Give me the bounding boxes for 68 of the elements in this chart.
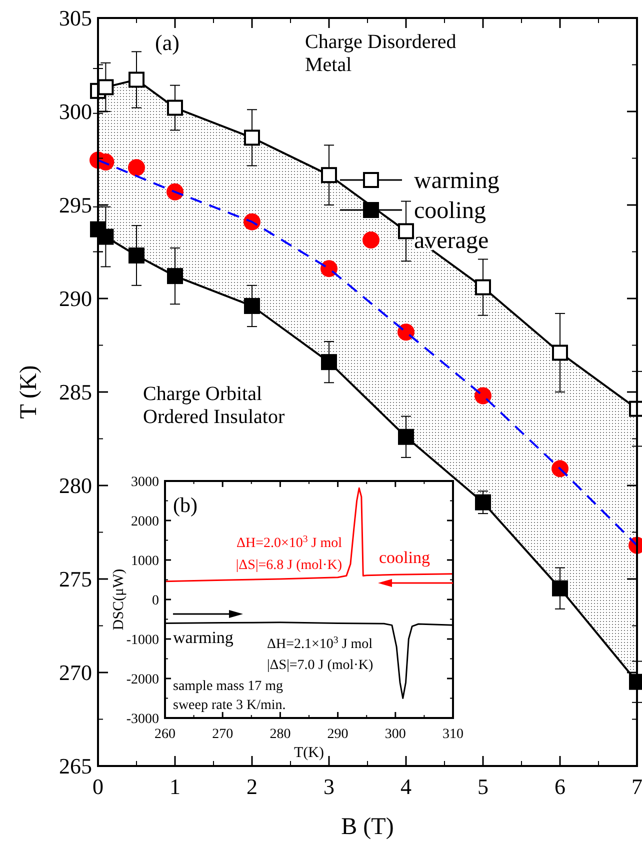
annotation: ΔH=2.1×10$^{3}$ J mol (267, 634, 373, 652)
y-axis-title: DSC(μW) (111, 568, 127, 630)
point (475, 494, 491, 510)
y-tick-label: -3000 (126, 712, 159, 727)
y-tick-label: 300 (59, 99, 92, 124)
point (244, 298, 260, 314)
point (128, 247, 144, 264)
point (321, 354, 337, 370)
x-tick-label: 270 (212, 727, 234, 742)
point (167, 100, 183, 116)
point (128, 159, 145, 176)
annotation: warming (173, 628, 234, 647)
annotation: sweep rate 3 K/min. (173, 698, 286, 713)
y-tick-label: 0 (152, 593, 159, 608)
y-tick-label: 295 (59, 192, 92, 218)
annotation: ΔH=2.0×10$^{3}$ J mol (236, 534, 342, 551)
x-tick-label: 260 (154, 727, 176, 742)
x-tick-label: 6 (554, 774, 566, 799)
annotation: |ΔS|=7.0 J (mol·K) (267, 658, 374, 673)
annotation: sample mass 17 mg (173, 679, 284, 694)
annotation: Charge Orbital Ordered Insulator (143, 383, 285, 428)
legend-label: warming (414, 168, 500, 194)
y-tick-label: 275 (59, 566, 92, 592)
point (398, 223, 414, 240)
point (552, 460, 568, 478)
point (320, 260, 338, 278)
y-axis-title: T (K) (16, 365, 42, 419)
annotation: cooling (379, 548, 430, 567)
y-tick-label: 285 (59, 380, 92, 405)
x-tick-label: 7 (632, 774, 642, 799)
y-tick-label: 290 (59, 286, 92, 312)
point (552, 580, 568, 596)
y-tick-label: 270 (59, 660, 92, 686)
point (321, 167, 337, 184)
annotation: (b) (173, 493, 198, 517)
x-tick-label: 3 (324, 774, 334, 799)
x-tick-label: 300 (384, 727, 406, 742)
y-tick-label: 3000 (131, 474, 159, 490)
point (128, 72, 144, 88)
x-tick-label: 5 (478, 774, 488, 799)
point (552, 344, 568, 361)
line-series (164, 487, 454, 582)
y-tick-label: 280 (59, 473, 92, 498)
x-tick-label: 310 (442, 727, 464, 742)
x-tick-label: 1 (170, 774, 180, 799)
point (398, 428, 414, 445)
x-tick-label: 2 (246, 774, 258, 799)
annotation: |ΔS|=6.8 J (mol·K) (236, 558, 342, 573)
x-tick-label: 4 (400, 774, 412, 799)
annotation: Charge Disordered Metal (305, 31, 456, 76)
point (474, 387, 492, 404)
y-tick-label: 265 (59, 754, 92, 779)
x-tick-label: 290 (327, 727, 348, 742)
y-tick-label: -1000 (126, 632, 159, 648)
y-tick-label: 1000 (131, 554, 159, 569)
x-tick-label: 280 (270, 727, 291, 742)
y-tick-label: 305 (59, 6, 92, 31)
point (98, 79, 114, 96)
x-axis-title: B (T) (341, 814, 394, 840)
point (398, 324, 414, 341)
y-tick-label: 2000 (131, 514, 159, 530)
point (244, 130, 260, 146)
x-axis-title: T(K) (294, 745, 324, 761)
point (167, 268, 183, 284)
legend-label: cooling (414, 198, 486, 224)
annotation: (a) (155, 30, 180, 55)
point (475, 279, 491, 296)
y-tick-label: -2000 (126, 672, 159, 688)
